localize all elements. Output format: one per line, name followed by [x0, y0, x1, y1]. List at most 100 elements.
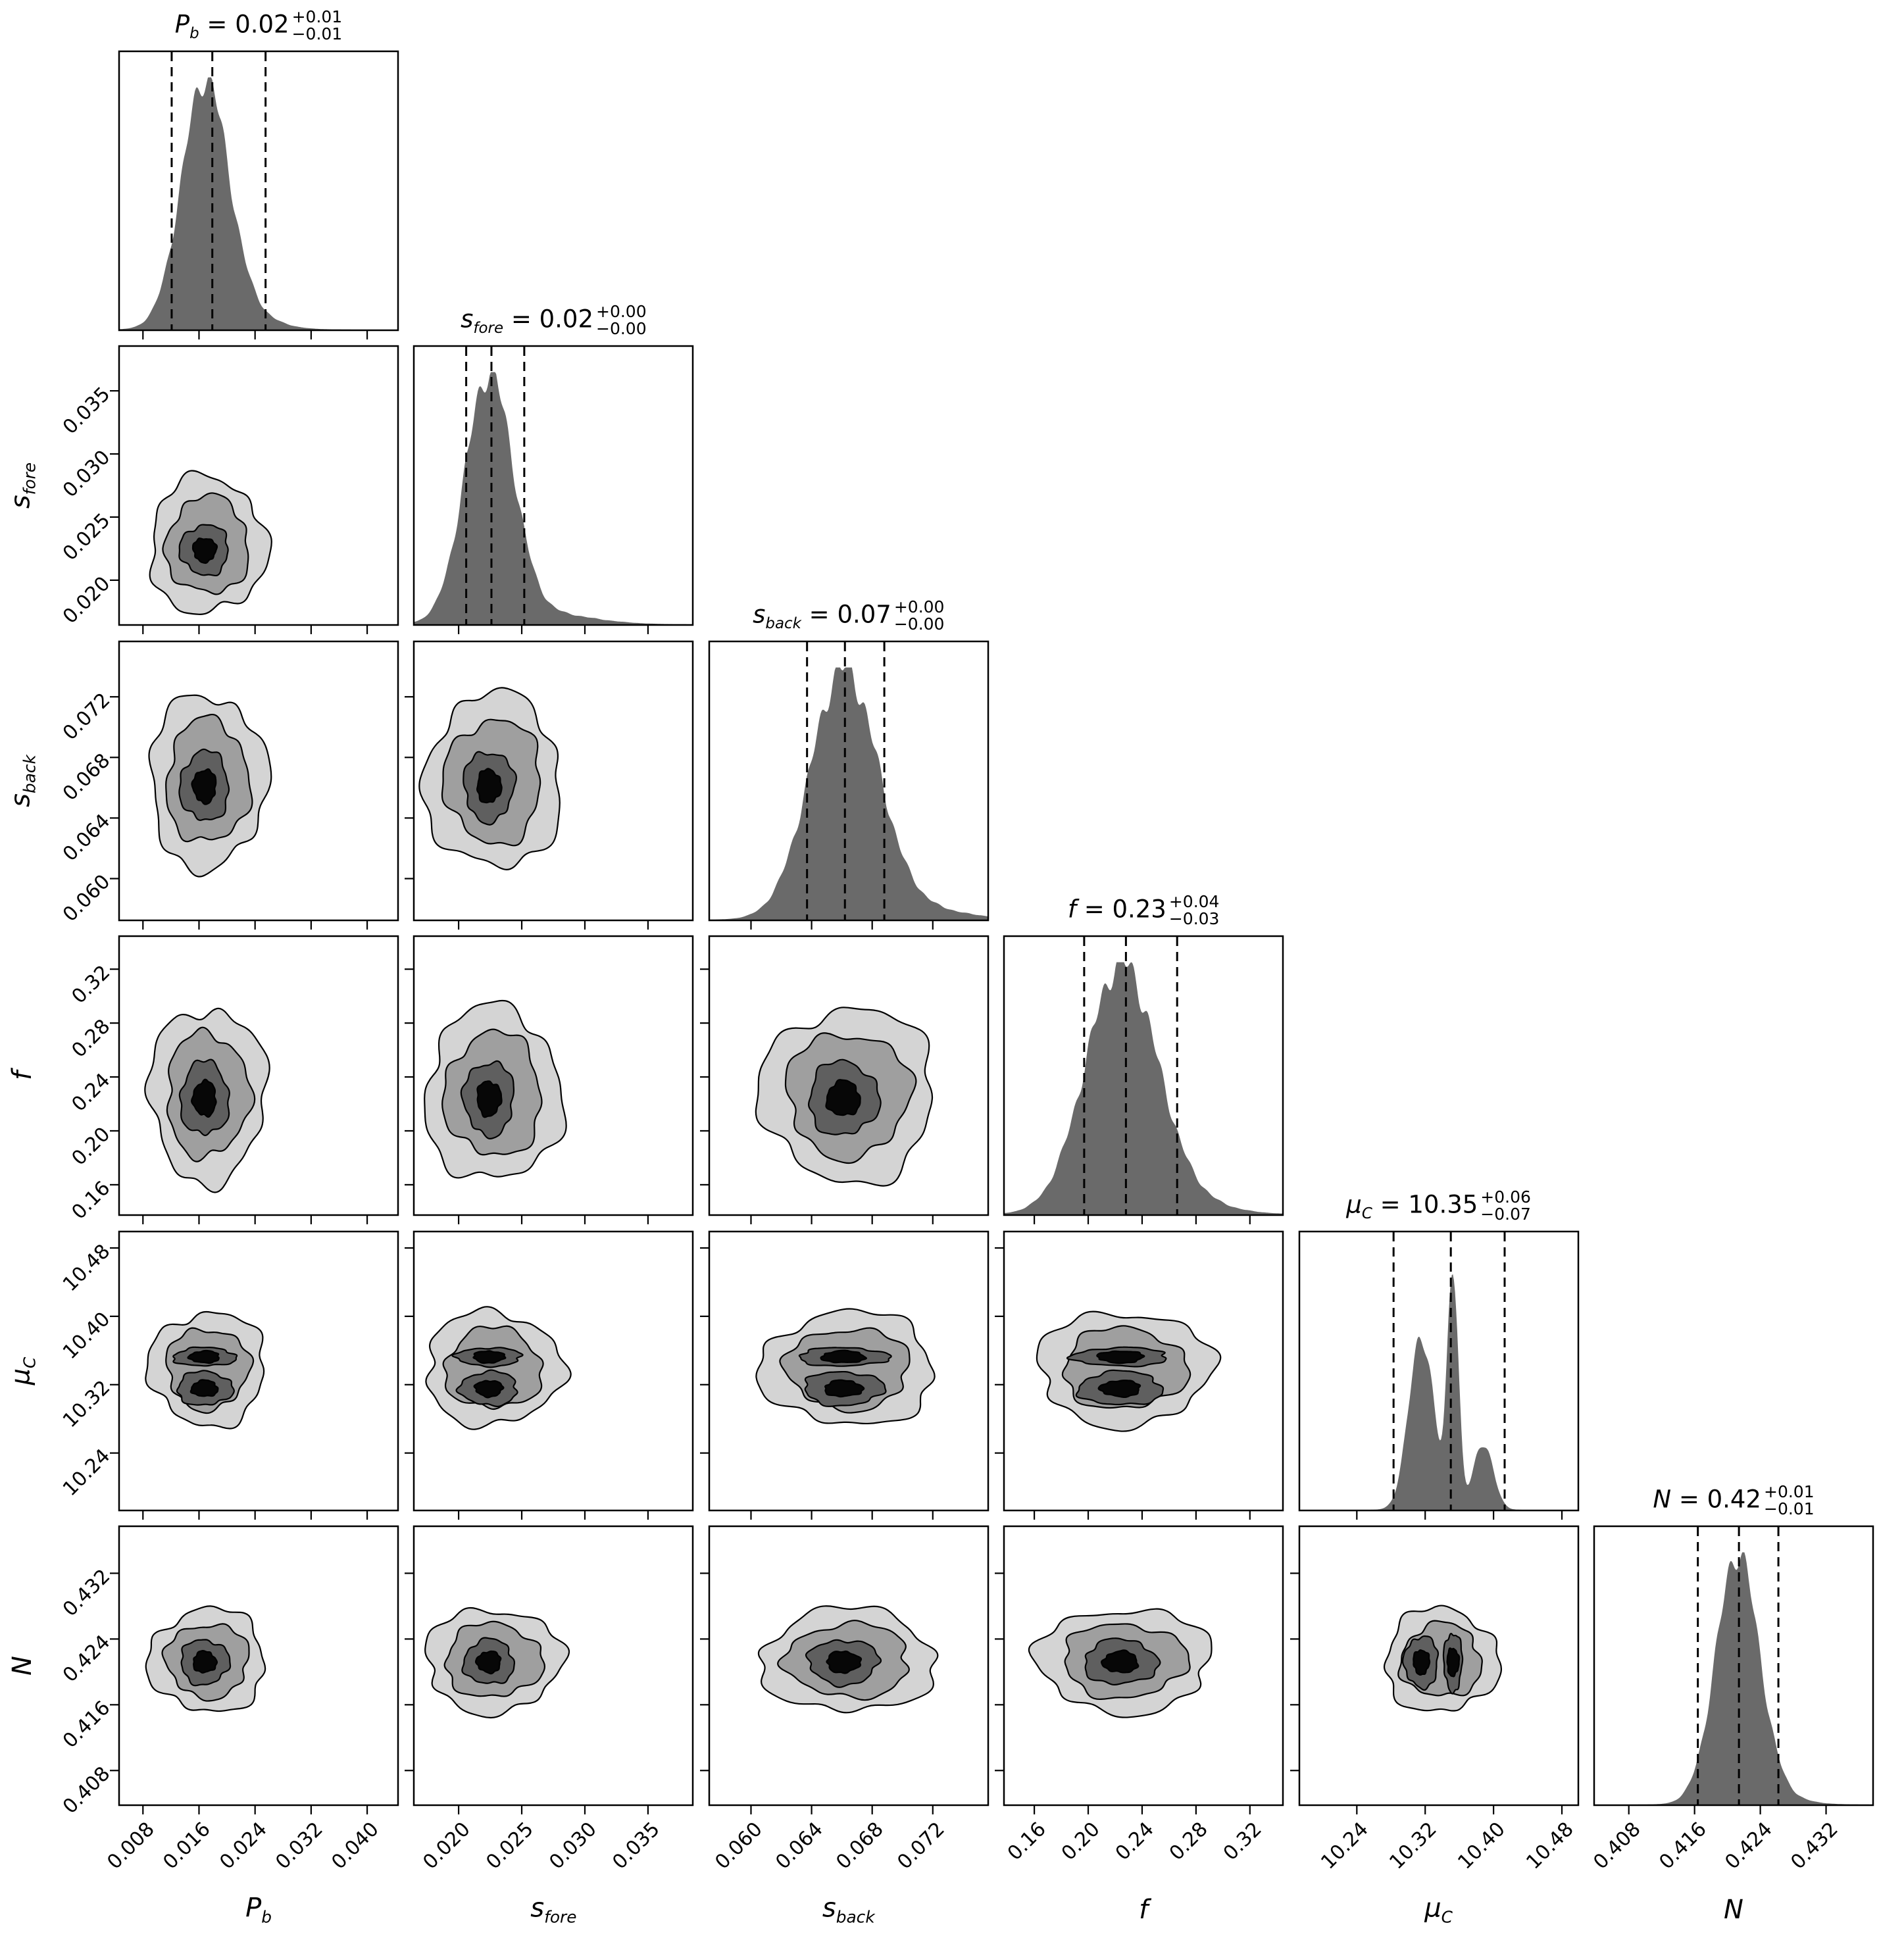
tick-label: 10.24 [58, 1444, 115, 1501]
diagonal-panel-sfore [413, 345, 694, 635]
tick-label: 0.035 [608, 1818, 665, 1874]
histogram-silhouette [413, 372, 694, 625]
tick-label: 0.424 [58, 1631, 115, 1687]
tick-label: 0.24 [1111, 1818, 1159, 1865]
tick-label: 0.432 [1786, 1818, 1843, 1874]
x-axis-label-N: N [1724, 1895, 1743, 1925]
contour-level-4 [191, 1078, 217, 1118]
histogram-silhouette [118, 77, 399, 330]
contour-level-4 [825, 1079, 861, 1116]
contour-level-4 [826, 1650, 862, 1674]
tick-label: 0.408 [1588, 1818, 1645, 1874]
contour-panel-sback-vs-f [699, 935, 990, 1225]
y-axis-label-f: f [7, 1071, 38, 1081]
contour-level-4 [1101, 1649, 1140, 1674]
tick-label: 0.035 [58, 383, 115, 439]
tick-label: 0.32 [1218, 1818, 1266, 1865]
tick-label: 0.008 [103, 1818, 160, 1874]
contour-level-4 [1446, 1647, 1460, 1678]
diagonal-panel-Pb [118, 50, 399, 339]
tick-label: 0.060 [711, 1818, 768, 1874]
tick-label: 10.48 [1521, 1818, 1578, 1874]
diagonal-panel-f [1003, 935, 1284, 1225]
contour-panel-f-vs-N [995, 1525, 1284, 1814]
x-axis-label-muC: μC [1424, 1893, 1453, 1927]
tick-label: 0.064 [58, 809, 115, 866]
tick-label: 0.16 [67, 1176, 115, 1224]
tick-label: 0.408 [58, 1762, 115, 1819]
title-sback: sback = 0.07 +0.00 −0.00 [753, 597, 945, 634]
x-axis-label-f: f [1139, 1895, 1149, 1925]
diagonal-panel-muC [1298, 1230, 1579, 1520]
contour-panel-sback-vs-N [699, 1525, 990, 1814]
tick-label: 10.40 [1453, 1818, 1510, 1874]
contour-panel-sback-vs-muC [699, 1230, 990, 1520]
tick-label: 0.020 [58, 572, 115, 629]
contour-panel-sfore-vs-sback [405, 640, 694, 930]
x-axis-label-sback: sback [822, 1893, 875, 1927]
tick-label: 0.416 [58, 1696, 115, 1753]
tick-label: 0.072 [892, 1818, 949, 1874]
tick-label: 0.020 [418, 1818, 476, 1874]
histogram-silhouette [1003, 962, 1284, 1215]
tick-label: 0.16 [1003, 1818, 1051, 1865]
contour-panel-sfore-vs-N [405, 1525, 694, 1814]
contour-panel-sfore-vs-f [405, 935, 694, 1225]
contour-level-4 [820, 1349, 867, 1363]
diagonal-panel-N [1593, 1525, 1874, 1814]
tick-label: 10.24 [1316, 1818, 1373, 1874]
contour-level-4 [476, 767, 503, 803]
histogram-silhouette [1298, 1274, 1579, 1510]
tick-label: 0.416 [1654, 1818, 1711, 1874]
tick-label: 0.424 [1720, 1818, 1777, 1874]
y-axis-label-sfore: sfore [5, 462, 39, 509]
tick-label: 0.064 [771, 1818, 828, 1874]
tick-label: 0.20 [67, 1122, 115, 1170]
contour-level-4 [824, 1379, 865, 1397]
contour-level-4 [193, 1650, 218, 1674]
tick-label: 0.032 [271, 1818, 328, 1874]
contour-level-4 [189, 1378, 219, 1397]
contour-level-4 [191, 768, 217, 805]
tick-label: 0.32 [67, 961, 115, 1009]
y-axis-label-N: N [7, 1656, 38, 1676]
contour-panel-f-vs-muC [995, 1230, 1284, 1520]
contour-level-4 [473, 1380, 505, 1399]
contour-panel-muC-vs-N [1290, 1525, 1579, 1814]
contour-level-4 [475, 1650, 502, 1675]
tick-label: 0.068 [832, 1818, 889, 1874]
x-axis-label-sfore: sfore [530, 1893, 577, 1927]
tick-label: 0.24 [67, 1068, 115, 1116]
contour-panel-Pb-vs-sback [110, 640, 399, 930]
y-axis-label-muC: μC [5, 1357, 39, 1385]
tick-label: 0.030 [545, 1818, 602, 1874]
tick-label: 0.030 [58, 446, 115, 503]
tick-label: 0.20 [1057, 1818, 1105, 1865]
contour-panel-Pb-vs-muC [110, 1230, 399, 1520]
contour-level-4 [1412, 1649, 1430, 1676]
tick-label: 10.48 [58, 1239, 115, 1296]
tick-label: 10.40 [58, 1308, 115, 1364]
contour-level-4 [191, 537, 218, 564]
title-sfore: sfore = 0.02 +0.00 −0.00 [461, 302, 647, 339]
contour-panel-Pb-vs-f [110, 935, 399, 1225]
histogram-silhouette [708, 667, 989, 920]
tick-label: 0.025 [58, 509, 115, 566]
title-muC: μC = 10.35 +0.06 −0.07 [1346, 1187, 1531, 1224]
diagonal-panel-sback [708, 640, 990, 930]
contour-level-4 [1096, 1350, 1145, 1364]
x-axis-label-Pb: Pb [245, 1893, 272, 1927]
histogram-silhouette [1593, 1552, 1874, 1805]
tick-label: 0.060 [58, 870, 115, 927]
tick-label: 0.28 [1165, 1818, 1213, 1865]
title-N: N = 0.42 +0.01 −0.01 [1653, 1482, 1815, 1518]
contour-panel-Pb-vs-N [110, 1525, 399, 1814]
tick-label: 10.32 [1385, 1818, 1441, 1874]
tick-label: 10.32 [58, 1376, 115, 1433]
contour-level-4 [1097, 1379, 1141, 1398]
contour-panel-sfore-vs-muC [405, 1230, 694, 1520]
contour-level-4 [472, 1349, 507, 1364]
tick-label: 0.28 [67, 1014, 115, 1062]
tick-label: 0.432 [58, 1565, 115, 1622]
